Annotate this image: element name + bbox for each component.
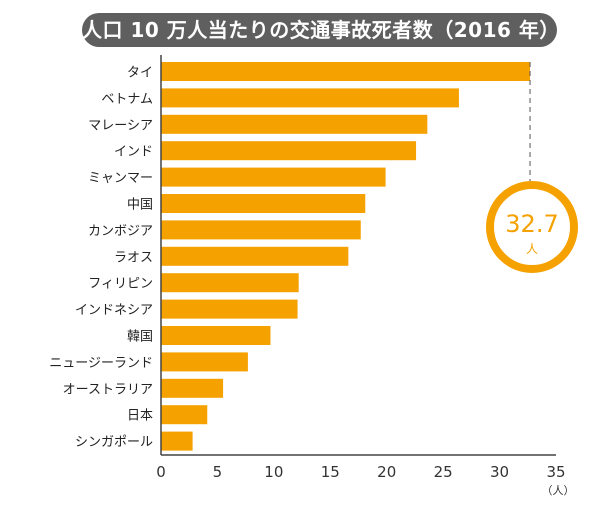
x-tick-label: 25 — [434, 463, 453, 481]
category-label: ベトナム — [101, 92, 153, 107]
category-label: シンガポール — [75, 435, 153, 450]
x-tick-label: 35 — [546, 463, 565, 481]
bar — [161, 378, 224, 398]
category-label: 中国 — [127, 198, 153, 213]
category-label: インドネシア — [75, 303, 153, 318]
bar — [161, 273, 299, 293]
callout-circle — [486, 181, 578, 273]
bar — [161, 167, 386, 187]
category-label: マレーシア — [88, 118, 153, 133]
bar — [161, 114, 428, 134]
x-tick-label: 20 — [377, 463, 396, 481]
category-label: カンボジア — [88, 224, 153, 239]
callout-unit: 人 — [526, 242, 538, 256]
x-tick-label: 0 — [156, 463, 166, 481]
x-tick-label: 15 — [321, 463, 340, 481]
bar — [161, 220, 361, 240]
category-label: 韓国 — [127, 330, 153, 345]
bar — [161, 326, 271, 345]
category-label: ラオス — [114, 250, 153, 265]
bar — [161, 405, 208, 425]
x-tick-label: 30 — [490, 463, 509, 481]
bar — [161, 299, 298, 319]
bar — [161, 194, 366, 213]
category-label: 日本 — [127, 409, 153, 424]
bar — [161, 88, 459, 108]
x-tick-label: 10 — [264, 463, 283, 481]
category-label: ニュージーランド — [49, 356, 153, 371]
category-label: ミャンマー — [88, 171, 153, 186]
bar — [161, 246, 349, 266]
category-label: インド — [114, 145, 153, 160]
callout-value: 32.7 — [505, 210, 558, 238]
chart-title: 人口 10 万人当たりの交通事故死者数（2016 年） — [82, 13, 559, 47]
bar — [161, 141, 417, 161]
category-label: タイ — [127, 66, 153, 81]
category-label: フィリピン — [88, 277, 153, 292]
x-unit-label: （人） — [542, 484, 575, 497]
category-label: オーストラリア — [63, 382, 153, 397]
bar — [161, 62, 531, 81]
bar — [161, 431, 193, 451]
bar — [161, 352, 248, 372]
x-tick-label: 5 — [213, 463, 223, 481]
